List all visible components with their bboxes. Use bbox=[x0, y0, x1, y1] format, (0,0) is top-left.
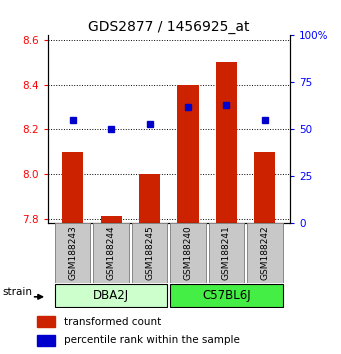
Bar bbox=[254, 152, 276, 223]
Text: GSM188243: GSM188243 bbox=[68, 226, 77, 280]
Title: GDS2877 / 1456925_at: GDS2877 / 1456925_at bbox=[88, 21, 250, 34]
Bar bbox=[139, 174, 160, 223]
Text: GSM188242: GSM188242 bbox=[261, 226, 269, 280]
FancyBboxPatch shape bbox=[55, 285, 167, 307]
Bar bbox=[62, 152, 83, 223]
Text: strain: strain bbox=[3, 287, 32, 297]
FancyBboxPatch shape bbox=[170, 285, 283, 307]
Text: GSM188245: GSM188245 bbox=[145, 226, 154, 280]
Bar bbox=[101, 216, 122, 223]
Text: DBA2J: DBA2J bbox=[93, 289, 129, 302]
FancyBboxPatch shape bbox=[170, 223, 206, 283]
Text: C57BL6J: C57BL6J bbox=[202, 289, 251, 302]
Bar bbox=[216, 62, 237, 223]
Text: percentile rank within the sample: percentile rank within the sample bbox=[64, 335, 240, 346]
FancyBboxPatch shape bbox=[209, 223, 244, 283]
FancyBboxPatch shape bbox=[93, 223, 129, 283]
Text: GSM188240: GSM188240 bbox=[183, 226, 193, 280]
FancyBboxPatch shape bbox=[132, 223, 167, 283]
Bar bbox=[177, 85, 198, 223]
Text: GSM188241: GSM188241 bbox=[222, 226, 231, 280]
Text: transformed count: transformed count bbox=[64, 316, 161, 327]
FancyBboxPatch shape bbox=[247, 223, 283, 283]
Bar bbox=[37, 335, 55, 346]
Text: GSM188244: GSM188244 bbox=[107, 226, 116, 280]
Bar bbox=[37, 316, 55, 327]
FancyBboxPatch shape bbox=[55, 223, 90, 283]
